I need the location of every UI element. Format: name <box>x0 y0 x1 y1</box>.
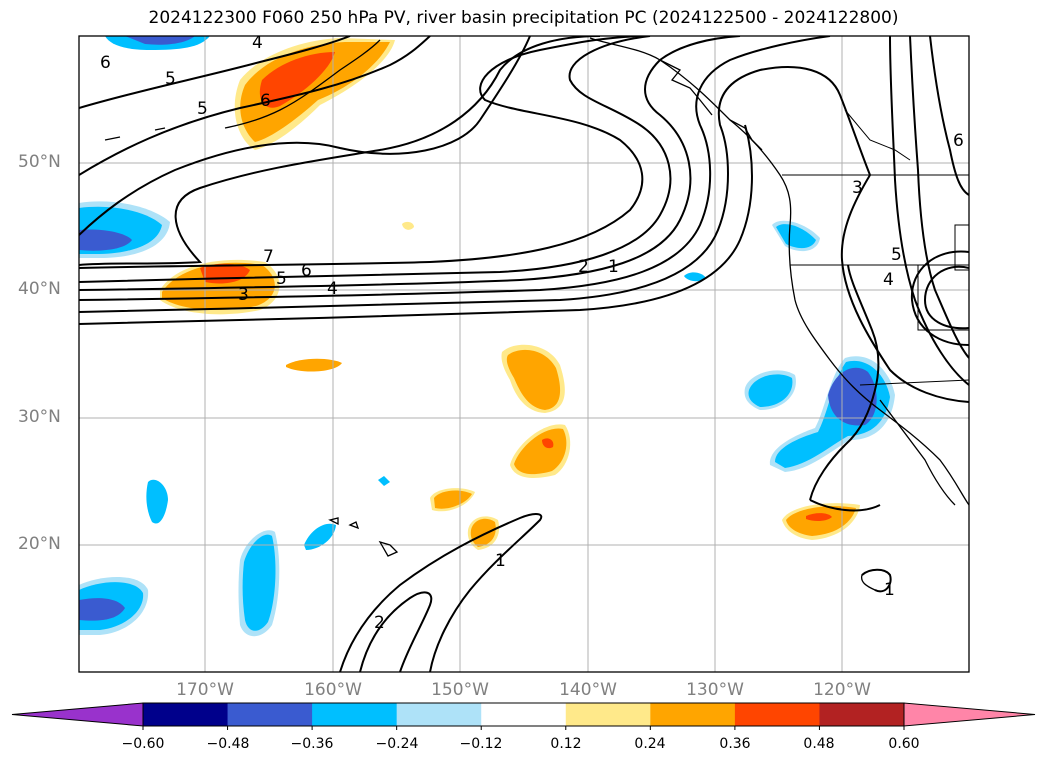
contour-label: 5 <box>891 245 902 265</box>
borders <box>782 109 969 386</box>
colorbar-segment <box>734 703 820 726</box>
lon-label: 160°W <box>304 680 362 700</box>
colorbar <box>11 702 1036 730</box>
contour-label: 4 <box>327 279 338 299</box>
colorbar-segment <box>819 703 905 726</box>
contour-label: 4 <box>883 270 894 290</box>
lat-label: 20°N <box>18 534 61 554</box>
colorbar-tick-label: 0.36 <box>719 736 751 752</box>
contour-label: 1 <box>495 551 506 571</box>
colorbar-tick-label: 0.48 <box>803 736 835 752</box>
colorbar-tick-label: −0.36 <box>290 736 334 752</box>
colorbar-segment <box>565 703 651 726</box>
contour-label: 2 <box>374 613 385 633</box>
colorbar-tick-label: −0.48 <box>206 736 250 752</box>
colorbar-tick-label: −0.12 <box>459 736 503 752</box>
colorbar-segment <box>312 703 398 726</box>
colorbar-frame <box>142 702 905 727</box>
lon-label: 170°W <box>176 680 234 700</box>
colorbar-segment <box>396 703 482 726</box>
contour-label: 6 <box>953 131 964 151</box>
map-title: 2024122300 F060 250 hPa PV, river basin … <box>148 8 899 28</box>
plot-frame <box>78 35 970 673</box>
contour-label: 1 <box>608 257 619 277</box>
contour-label: 5 <box>276 269 287 289</box>
contour-label: 3 <box>852 178 863 198</box>
contour-label: 2 <box>578 257 589 277</box>
contour-label: 6 <box>301 261 312 281</box>
colorbar-tick-label: 0.24 <box>634 736 666 752</box>
contour-label: 3 <box>238 285 249 305</box>
lat-label: 50°N <box>18 152 61 172</box>
precip-pc-fill <box>79 36 895 637</box>
pv-contours <box>79 36 969 672</box>
contour-label: 1 <box>884 580 895 600</box>
contour-label: 5 <box>165 69 176 89</box>
lat-label: 40°N <box>18 279 61 299</box>
colorbar-segment <box>650 703 736 726</box>
colorbar-segment <box>227 703 313 726</box>
contour-label: 4 <box>252 33 263 53</box>
contour-label: 6 <box>100 53 111 73</box>
colorbar-extend-high <box>903 702 1036 727</box>
contour-label: 5 <box>197 99 208 119</box>
colorbar-tick-label: 0.12 <box>550 736 582 752</box>
colorbar-extend-low <box>11 702 144 727</box>
contour-label: 7 <box>263 247 274 267</box>
lat-label: 30°N <box>18 407 61 427</box>
lon-label: 150°W <box>431 680 489 700</box>
colorbar-tick-label: −0.60 <box>121 736 165 752</box>
lon-label: 140°W <box>559 680 617 700</box>
graticule <box>79 36 969 672</box>
contour-label-group: 6 5 5 6 4 7 6 5 4 3 2 1 3 5 4 6 1 2 1 <box>100 33 964 633</box>
colorbar-segment <box>481 703 567 726</box>
lon-label: 120°W <box>813 680 871 700</box>
colorbar-segment <box>143 703 229 726</box>
contour-label: 6 <box>260 91 271 111</box>
colorbar-tick-label: −0.24 <box>375 736 419 752</box>
lon-label: 130°W <box>686 680 744 700</box>
colorbar-tick-label: 0.60 <box>888 736 920 752</box>
